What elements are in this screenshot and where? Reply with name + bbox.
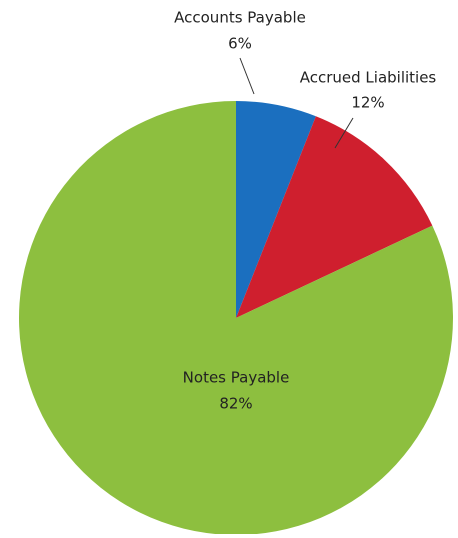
slice-value-label: 82% <box>219 395 252 413</box>
slice-label: Accounts Payable <box>174 9 306 27</box>
slice-label: Accrued Liabilities <box>300 69 437 87</box>
pie-slice <box>236 116 433 319</box>
pie-slice <box>236 101 316 318</box>
slice-value-label: 12% <box>351 94 384 112</box>
slice-value-label: 6% <box>228 35 252 53</box>
leader-line <box>334 117 354 149</box>
leader-line <box>239 57 255 95</box>
pie <box>18 101 453 535</box>
pie-slice <box>18 101 453 535</box>
slice-label: Notes Payable <box>183 369 290 387</box>
